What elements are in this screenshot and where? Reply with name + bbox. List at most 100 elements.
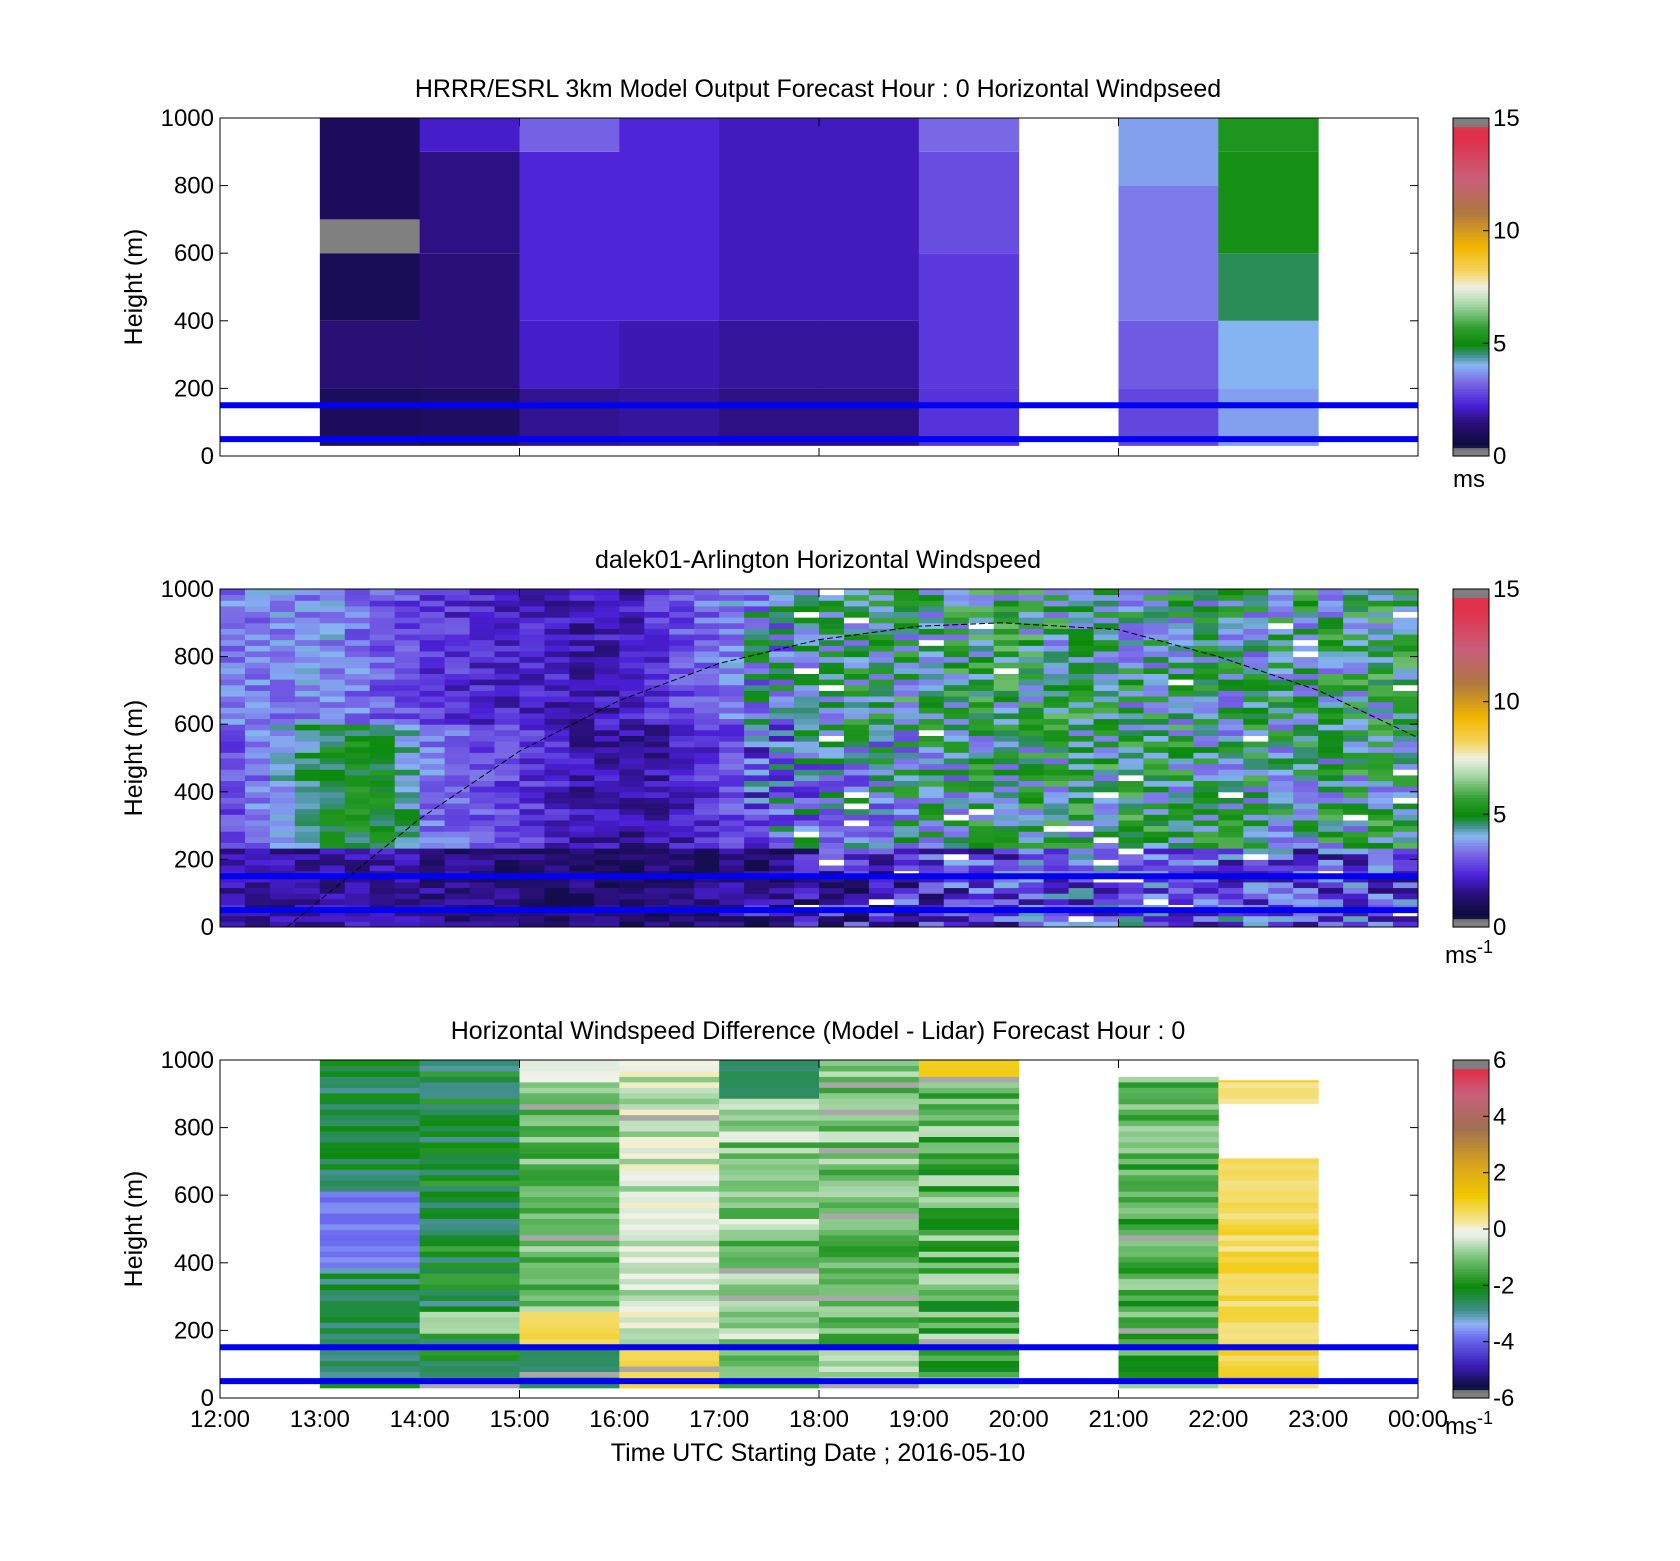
colorbar-segment — [1453, 382, 1489, 387]
heatmap-cell — [319, 1147, 421, 1154]
heatmap-cell — [719, 780, 745, 787]
heatmap-cell — [1143, 910, 1169, 917]
heatmap-cell — [294, 600, 321, 607]
heatmap-cell — [269, 825, 296, 832]
heatmap-cell — [544, 898, 570, 905]
heatmap-cell — [744, 696, 770, 703]
heatmap-cell — [1168, 718, 1194, 725]
heatmap-cell — [594, 808, 620, 815]
heatmap-cell — [819, 1191, 920, 1198]
heatmap-cell — [993, 696, 1020, 703]
heatmap-cell — [794, 735, 820, 742]
heatmap-cell — [1168, 622, 1194, 629]
heatmap-cell — [1293, 611, 1319, 618]
heatmap-cell — [868, 645, 895, 652]
heatmap-cell — [893, 848, 920, 855]
heatmap-cell — [993, 786, 1020, 793]
y-tick-label: 400 — [174, 1250, 214, 1277]
heatmap-cell — [1093, 662, 1119, 669]
heatmap-cell — [1293, 662, 1319, 669]
heatmap-cell — [943, 803, 970, 810]
heatmap-cell — [444, 898, 471, 905]
heatmap-cell — [1193, 707, 1219, 714]
heatmap-cell — [719, 650, 745, 658]
heatmap-cell — [868, 605, 895, 613]
heatmap-cell — [968, 600, 995, 607]
heatmap-cell — [744, 780, 770, 787]
heatmap-cell — [269, 848, 296, 855]
heatmap-cell — [544, 915, 570, 922]
heatmap-cell — [494, 634, 520, 641]
heatmap-cell — [1268, 617, 1294, 624]
heatmap-cell — [843, 696, 870, 703]
heatmap-cell — [1118, 758, 1144, 765]
heatmap-cell — [993, 797, 1020, 804]
x-tick-label: 20:00 — [989, 1406, 1049, 1433]
heatmap-cell — [244, 729, 271, 736]
heatmap-cell — [419, 656, 446, 663]
colorbar-segment — [1453, 1079, 1489, 1084]
heatmap-cell — [1068, 915, 1095, 922]
heatmap-cell — [719, 819, 745, 827]
heatmap-cell — [619, 808, 645, 815]
heatmap-cell — [769, 628, 795, 635]
heatmap-cell — [669, 729, 695, 736]
heatmap-cell — [1043, 741, 1070, 748]
heatmap-cell — [1393, 712, 1419, 720]
colorbar-segment — [1453, 805, 1489, 810]
heatmap-cell — [868, 634, 895, 641]
heatmap-cell — [1343, 735, 1369, 742]
heatmap-cell — [843, 707, 870, 714]
heatmap-cell — [669, 639, 695, 646]
heatmap-cell — [419, 819, 446, 827]
heatmap-cell — [1018, 707, 1045, 714]
heatmap-cell — [1293, 893, 1319, 900]
colorbar-segment — [1453, 1330, 1489, 1334]
heatmap-cell — [444, 808, 471, 815]
heatmap-cell — [918, 605, 945, 613]
colorbar-segment — [1453, 656, 1489, 661]
heatmap-cell — [968, 876, 995, 883]
colorbar-segment — [1453, 1206, 1489, 1210]
heatmap-cell — [1368, 803, 1394, 810]
heatmap-cell — [669, 819, 695, 827]
heatmap-cell — [519, 791, 545, 798]
heatmap-cell — [644, 684, 670, 691]
heatmap-cell — [1093, 797, 1119, 804]
heatmap-cell — [1093, 881, 1119, 889]
heatmap-cell — [1318, 611, 1344, 618]
heatmap-cell — [319, 1229, 421, 1236]
colorbar-segment — [1453, 148, 1489, 153]
heatmap-cell — [1068, 690, 1095, 697]
heatmap-cell — [494, 803, 520, 810]
heatmap-cell — [569, 690, 595, 697]
colorbar-segment — [1453, 405, 1489, 409]
heatmap-cell — [943, 831, 970, 838]
colorbar-segment — [1453, 208, 1489, 212]
heatmap-cell — [294, 752, 321, 759]
heatmap-cell — [594, 842, 620, 849]
heatmap-cell — [794, 921, 820, 928]
heatmap-cell — [1218, 1327, 1319, 1334]
heatmap-cell — [769, 741, 795, 748]
heatmap-cell — [1293, 825, 1319, 832]
heatmap-cell — [344, 808, 371, 815]
heatmap-cell — [918, 1382, 1020, 1389]
heatmap-cell — [1268, 718, 1294, 725]
heatmap-cell — [419, 1191, 520, 1198]
heatmap-cell — [1218, 859, 1244, 866]
colorbar-segment — [1453, 1138, 1489, 1143]
heatmap-cell — [1193, 741, 1219, 748]
heatmap-cell — [619, 1207, 720, 1214]
heatmap-cell — [619, 701, 645, 708]
heatmap-cell — [1043, 786, 1070, 793]
heatmap-cell — [769, 791, 795, 798]
heatmap-cell — [1218, 774, 1244, 782]
heatmap-cell — [619, 673, 645, 680]
heatmap-cell — [694, 729, 720, 736]
heatmap-cell — [619, 589, 645, 596]
heatmap-cell — [868, 712, 895, 720]
heatmap-cell — [1118, 718, 1144, 725]
heatmap-cell — [918, 622, 945, 629]
heatmap-cell — [319, 1185, 421, 1192]
